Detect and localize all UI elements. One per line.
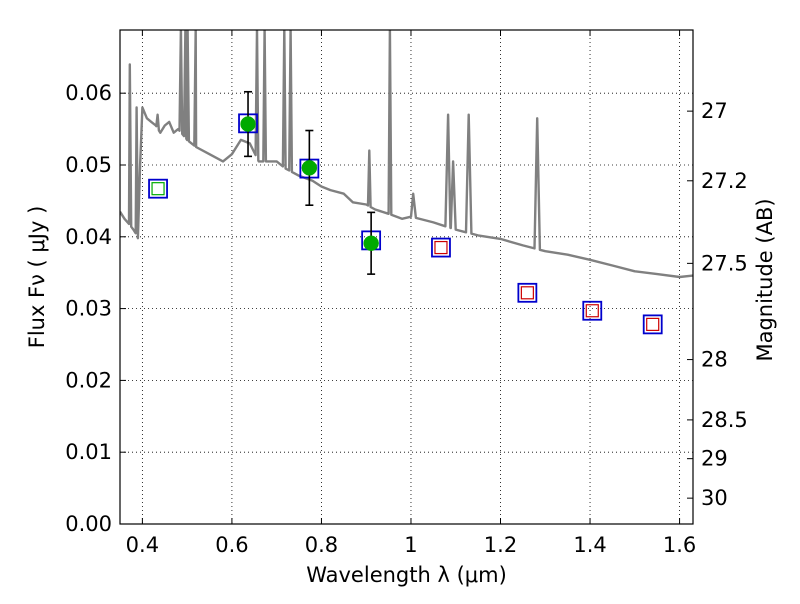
y2-tick-label: 30 <box>701 486 728 510</box>
y-tick-label: 0.04 <box>65 225 112 249</box>
x-tick-label: 1.6 <box>663 533 696 557</box>
y-ticks-group: 0.00 0.01 0.02 0.03 0.04 0.05 0.06 <box>65 81 126 536</box>
x-tick-label: 0.8 <box>305 533 338 557</box>
y-tick-label: 0.05 <box>65 153 112 177</box>
predicted-point-box <box>148 178 168 199</box>
y2-tick-label: 27 <box>701 99 728 123</box>
predicted-point-box <box>642 314 663 335</box>
x-tick-label: 0.4 <box>126 533 159 557</box>
x-ticks-group: 0.4 0.6 0.8 1 1.2 1.4 1.6 <box>126 30 696 557</box>
y2-tick-label: 27.5 <box>701 251 748 275</box>
observed-point <box>363 235 379 252</box>
observed-points-group <box>240 90 379 275</box>
y-tick-label: 0.00 <box>65 512 112 536</box>
observed-point <box>301 160 318 176</box>
predicted-point-inner <box>646 317 660 331</box>
y2-tick-label: 28.5 <box>701 408 748 432</box>
y2-axis-title: Magnitude (AB) <box>753 198 777 361</box>
y-tick-label: 0.02 <box>65 368 112 392</box>
predicted-point-box <box>582 300 603 321</box>
y-tick-label: 0.06 <box>65 81 112 105</box>
x-tick-label: 1 <box>404 533 417 557</box>
y-axis-title: Flux Fν ( μJy ) <box>25 206 49 349</box>
y-tick-label: 0.01 <box>65 440 112 464</box>
x-tick-label: 1.4 <box>573 533 606 557</box>
y2-tick-label: 28 <box>701 348 728 372</box>
gridlines <box>120 30 693 524</box>
predicted-points-group <box>148 113 663 335</box>
plot-frame <box>119 29 694 525</box>
model-spectrum-line <box>120 30 693 279</box>
x-tick-label: 1.2 <box>484 533 517 557</box>
predicted-point-box <box>431 237 451 258</box>
predicted-point-box <box>517 282 538 303</box>
y2-tick-label: 27.2 <box>701 169 748 193</box>
predicted-point-inner <box>585 304 599 318</box>
y2-tick-label: 29 <box>701 447 728 471</box>
observed-point <box>240 116 256 132</box>
x-tick-label: 0.6 <box>215 533 248 557</box>
predicted-point-inner <box>520 286 534 300</box>
y2-ticks-group: 27 27.2 27.5 28 28.5 29 30 <box>687 99 748 510</box>
predicted-point-inner <box>151 182 165 196</box>
model-spectrum-group <box>120 30 693 279</box>
x-axis-title: Wavelength λ (μm) <box>306 563 507 587</box>
y-tick-label: 0.03 <box>65 297 112 321</box>
predicted-point-inner <box>434 240 448 255</box>
